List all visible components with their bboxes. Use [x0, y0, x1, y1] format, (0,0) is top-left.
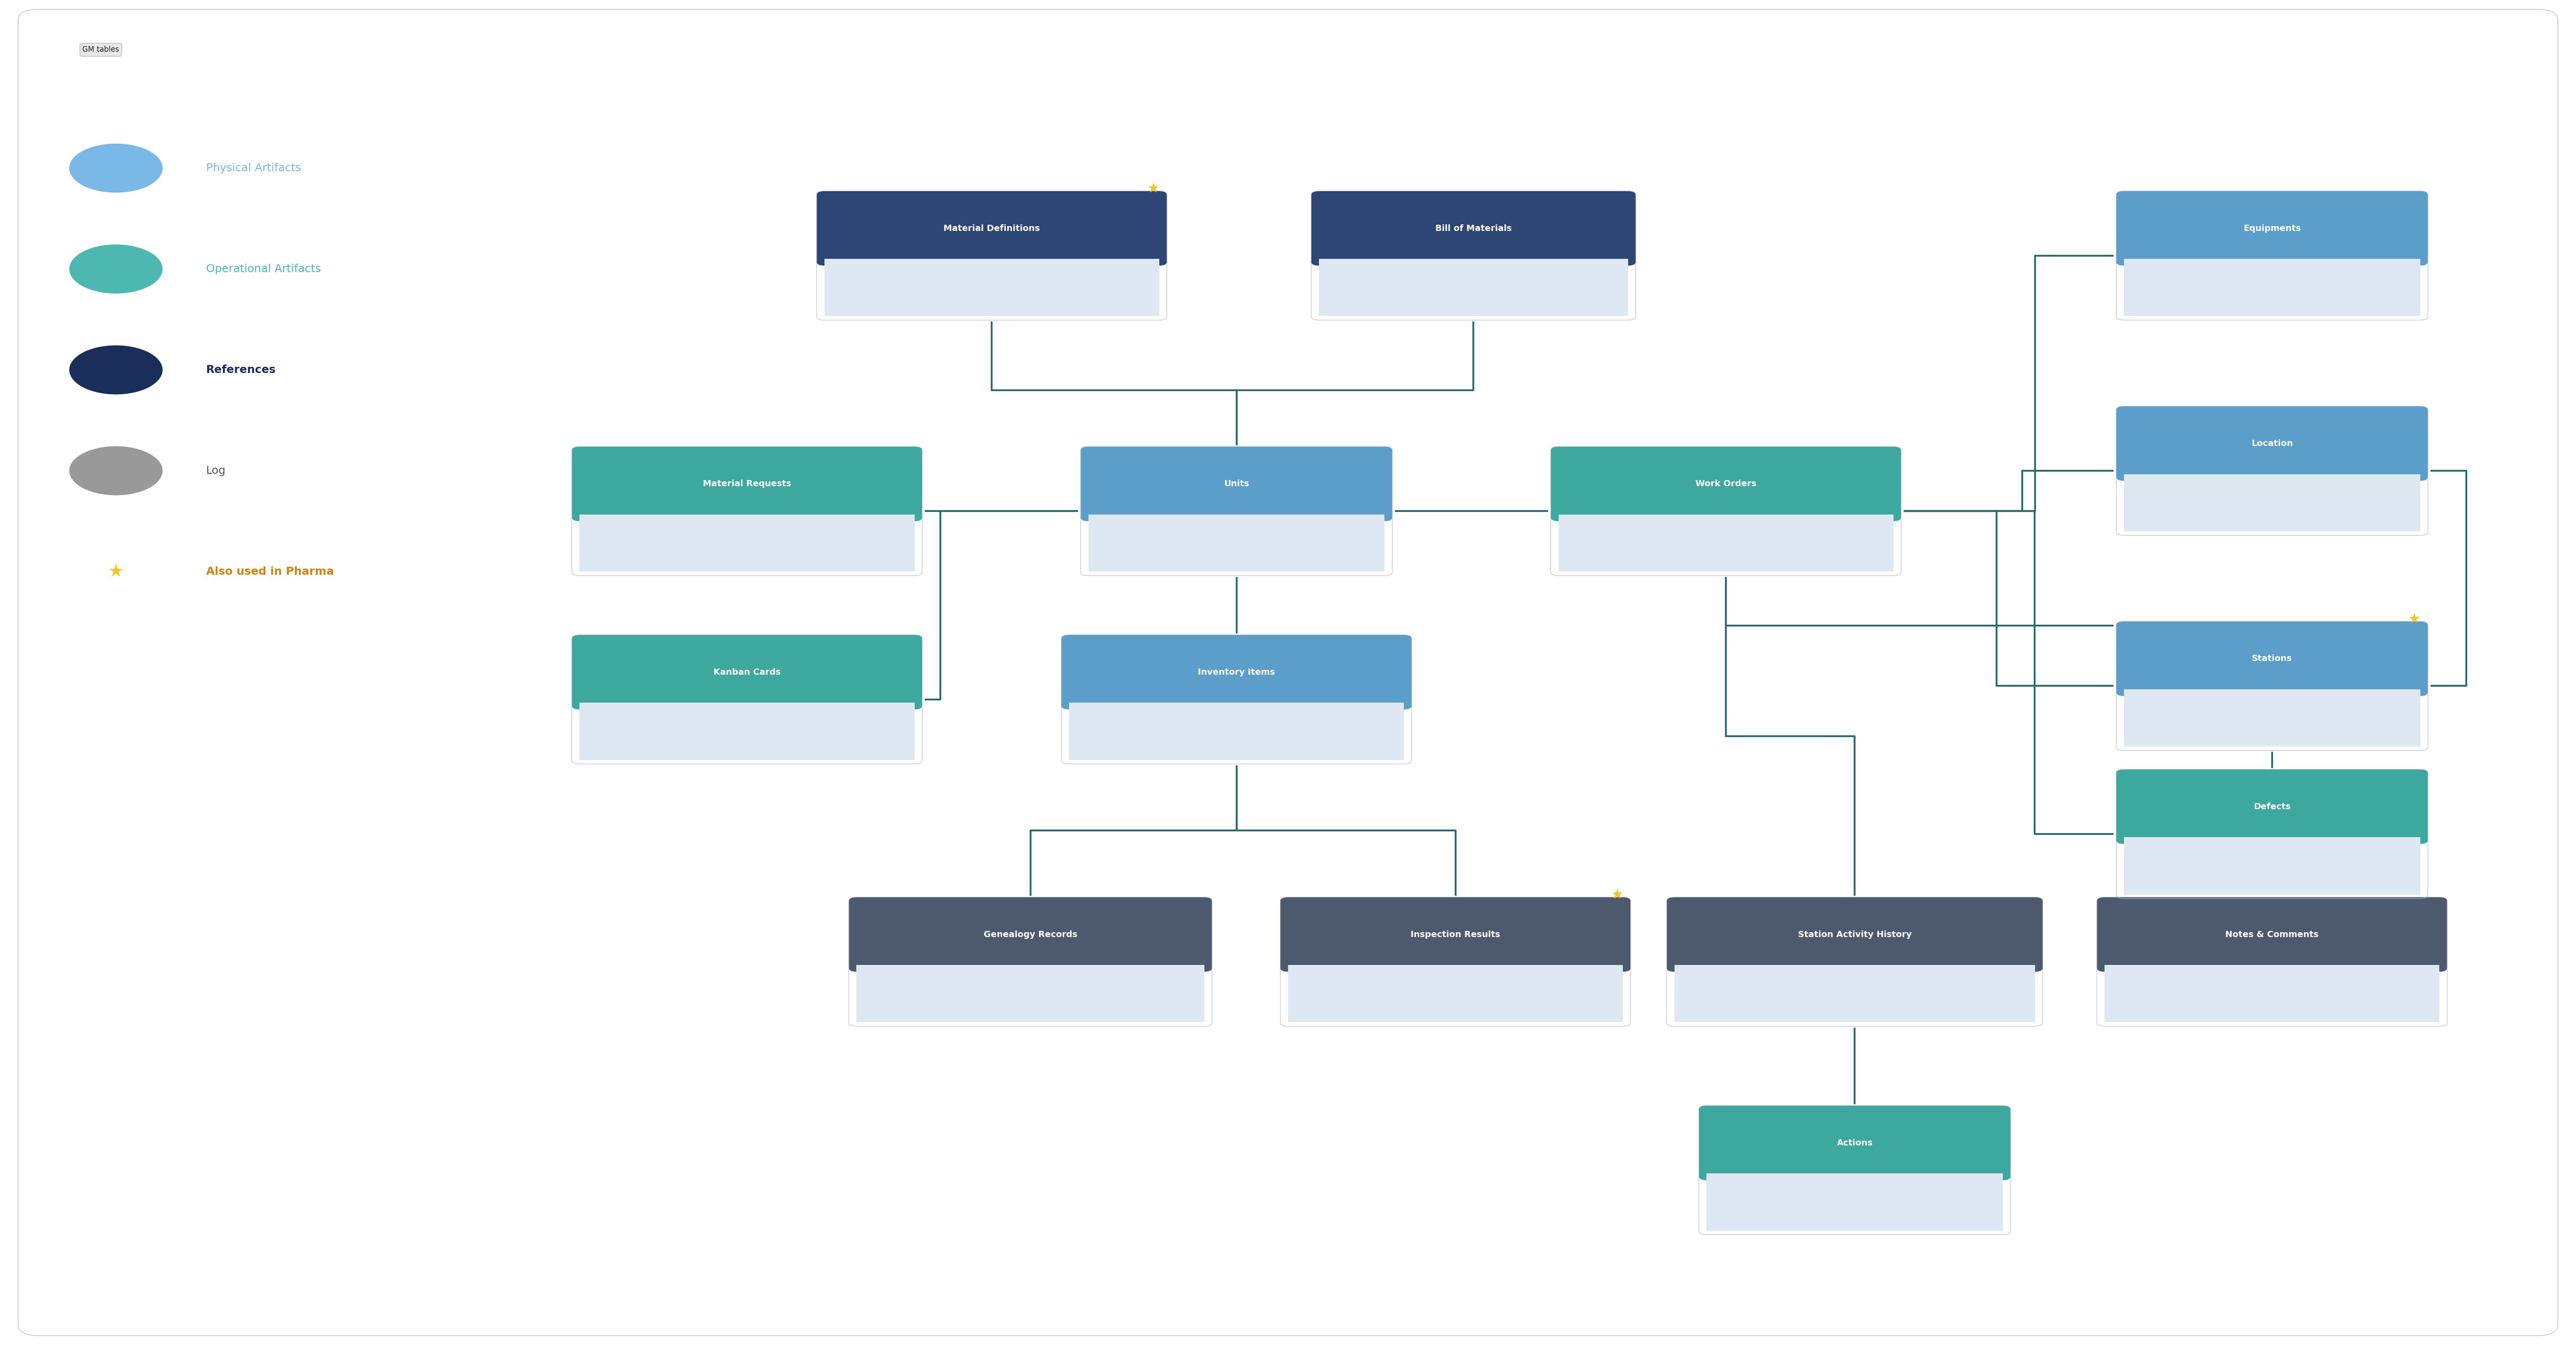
FancyBboxPatch shape — [817, 191, 1167, 266]
FancyBboxPatch shape — [1667, 897, 2043, 971]
FancyBboxPatch shape — [2115, 769, 2427, 845]
Text: Inventory Items: Inventory Items — [1198, 668, 1275, 677]
Text: Station Activity History: Station Activity History — [1798, 931, 1911, 939]
Text: Kanban Cards: Kanban Cards — [714, 668, 781, 677]
FancyBboxPatch shape — [572, 447, 922, 522]
FancyBboxPatch shape — [1288, 966, 1623, 1022]
FancyBboxPatch shape — [2097, 897, 2447, 971]
FancyBboxPatch shape — [2115, 406, 2427, 482]
Text: Also used in Pharma: Also used in Pharma — [206, 566, 335, 577]
FancyBboxPatch shape — [1061, 635, 1412, 710]
Text: Operational Artifacts: Operational Artifacts — [206, 264, 322, 274]
FancyBboxPatch shape — [850, 897, 1211, 971]
FancyBboxPatch shape — [1695, 1104, 2014, 1236]
Text: Material Requests: Material Requests — [703, 480, 791, 488]
Text: ★: ★ — [1146, 182, 1159, 195]
Circle shape — [70, 245, 162, 293]
FancyBboxPatch shape — [2123, 837, 2419, 894]
FancyBboxPatch shape — [1087, 515, 1383, 572]
FancyBboxPatch shape — [1548, 445, 1904, 577]
FancyBboxPatch shape — [1082, 447, 1391, 522]
FancyBboxPatch shape — [580, 515, 914, 572]
FancyBboxPatch shape — [845, 896, 1216, 1028]
Text: Inspection Results: Inspection Results — [1412, 931, 1499, 939]
FancyBboxPatch shape — [824, 258, 1159, 316]
Text: Physical Artifacts: Physical Artifacts — [206, 163, 301, 174]
FancyBboxPatch shape — [2115, 191, 2427, 266]
FancyBboxPatch shape — [1664, 896, 2045, 1028]
Circle shape — [70, 447, 162, 495]
FancyBboxPatch shape — [569, 633, 925, 765]
FancyBboxPatch shape — [580, 702, 914, 760]
Text: Notes & Comments: Notes & Comments — [2226, 931, 2318, 939]
Text: Log: Log — [206, 465, 227, 476]
Text: Stations: Stations — [2251, 655, 2293, 663]
FancyBboxPatch shape — [2112, 620, 2432, 752]
FancyBboxPatch shape — [2112, 768, 2432, 900]
FancyBboxPatch shape — [1077, 445, 1396, 577]
Circle shape — [70, 144, 162, 192]
FancyBboxPatch shape — [1705, 1173, 2002, 1231]
Text: Units: Units — [1224, 480, 1249, 488]
FancyBboxPatch shape — [1059, 633, 1414, 765]
FancyBboxPatch shape — [1319, 258, 1628, 316]
FancyBboxPatch shape — [2123, 475, 2419, 531]
Text: Equipments: Equipments — [2244, 225, 2300, 233]
FancyBboxPatch shape — [2094, 896, 2450, 1028]
Circle shape — [70, 346, 162, 394]
Text: Material Definitions: Material Definitions — [943, 225, 1041, 233]
Text: ★: ★ — [1610, 888, 1623, 901]
FancyBboxPatch shape — [1311, 191, 1636, 266]
FancyBboxPatch shape — [814, 190, 1170, 321]
FancyBboxPatch shape — [2115, 621, 2427, 697]
FancyBboxPatch shape — [2112, 405, 2432, 537]
FancyBboxPatch shape — [1551, 447, 1901, 522]
Text: Location: Location — [2251, 440, 2293, 448]
FancyBboxPatch shape — [18, 9, 2558, 1336]
Text: ★: ★ — [2409, 612, 2419, 625]
FancyBboxPatch shape — [2105, 966, 2439, 1022]
FancyBboxPatch shape — [1558, 515, 1893, 572]
FancyBboxPatch shape — [569, 445, 925, 577]
Text: Defects: Defects — [2254, 803, 2290, 811]
FancyBboxPatch shape — [1280, 897, 1631, 971]
Text: GM tables: GM tables — [82, 46, 118, 54]
FancyBboxPatch shape — [2123, 689, 2419, 746]
Text: ★: ★ — [108, 564, 124, 580]
FancyBboxPatch shape — [1674, 966, 2035, 1022]
FancyBboxPatch shape — [1069, 702, 1404, 760]
FancyBboxPatch shape — [1309, 190, 1638, 321]
FancyBboxPatch shape — [855, 966, 1206, 1022]
FancyBboxPatch shape — [572, 635, 922, 710]
Text: Work Orders: Work Orders — [1695, 480, 1757, 488]
FancyBboxPatch shape — [2112, 190, 2432, 321]
Text: References: References — [206, 364, 276, 375]
Text: Bill of Materials: Bill of Materials — [1435, 225, 1512, 233]
FancyBboxPatch shape — [1278, 896, 1633, 1028]
FancyBboxPatch shape — [2123, 258, 2419, 316]
Text: Genealogy Records: Genealogy Records — [984, 931, 1077, 939]
Text: Actions: Actions — [1837, 1139, 1873, 1147]
FancyBboxPatch shape — [1700, 1106, 2009, 1181]
